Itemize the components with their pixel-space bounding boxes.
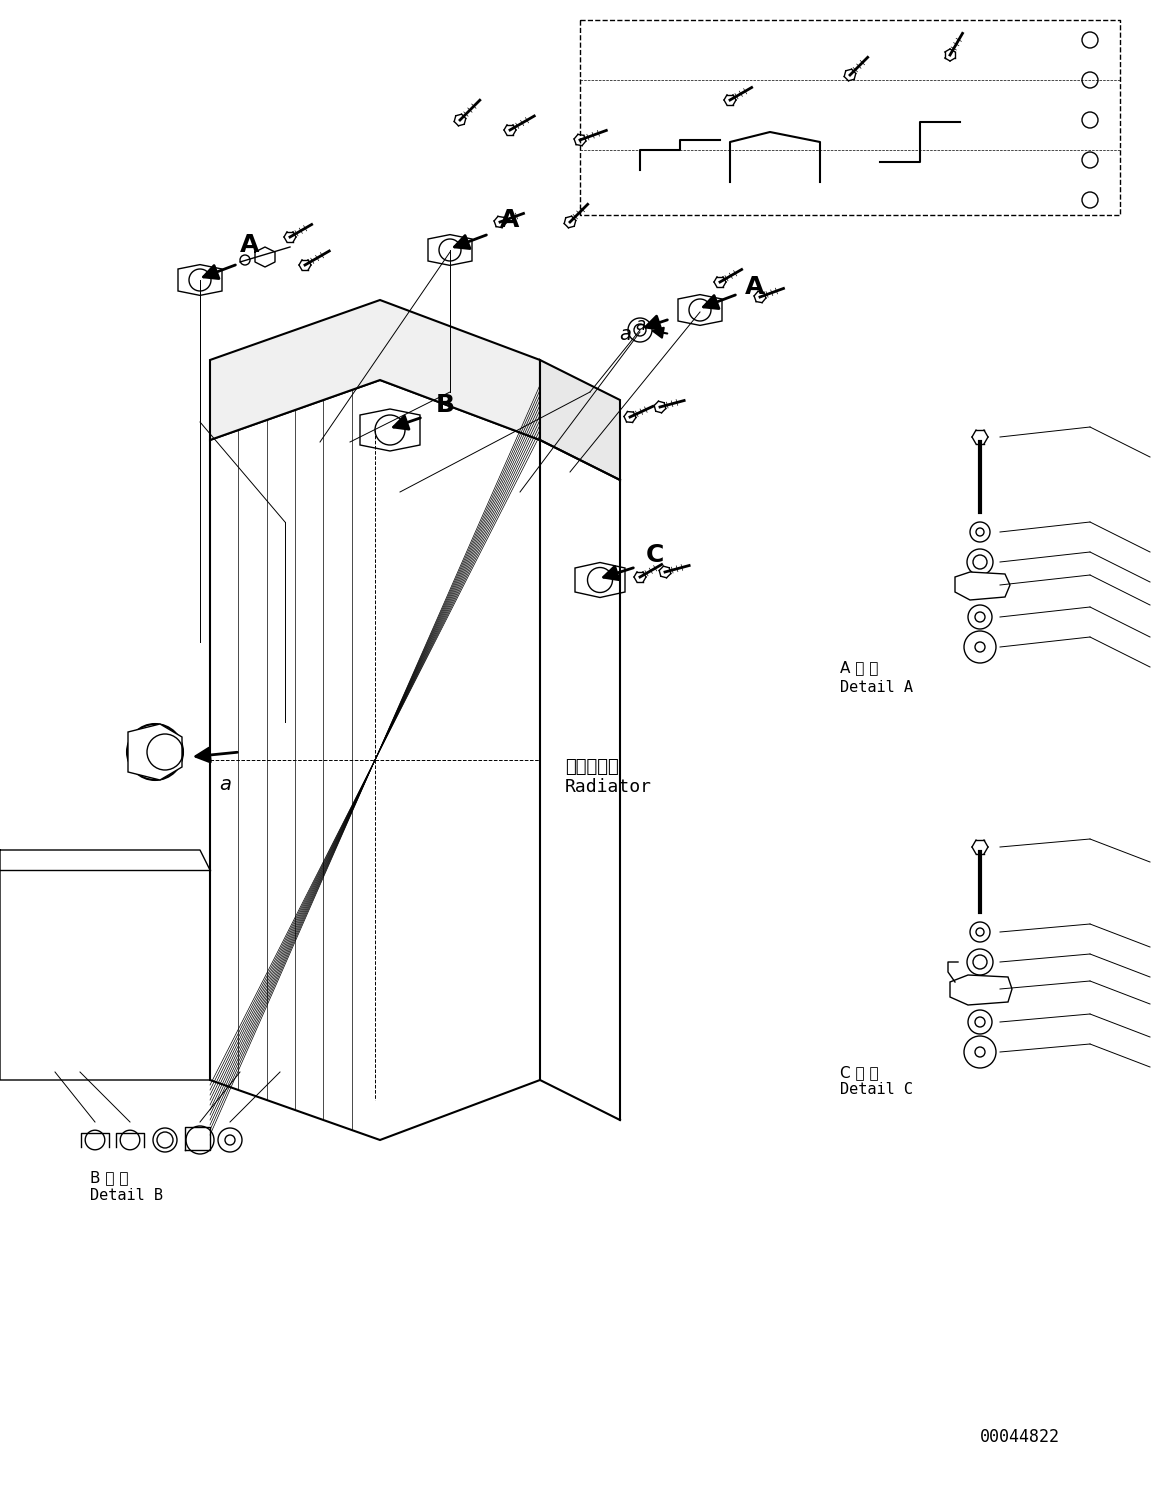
Polygon shape <box>950 974 1012 1006</box>
Text: a: a <box>219 774 231 794</box>
Polygon shape <box>540 360 620 480</box>
Text: B 詳 細: B 詳 細 <box>90 1170 128 1185</box>
Polygon shape <box>428 234 472 266</box>
Text: Detail B: Detail B <box>90 1188 163 1203</box>
Text: 00044822: 00044822 <box>980 1428 1059 1446</box>
Text: A: A <box>241 233 259 257</box>
Text: Radiator: Radiator <box>565 777 652 797</box>
Polygon shape <box>211 300 540 440</box>
Polygon shape <box>955 571 1009 600</box>
Text: C 詳 細: C 詳 細 <box>840 1065 878 1080</box>
Text: A: A <box>745 275 765 298</box>
Text: Detail A: Detail A <box>840 680 913 695</box>
Polygon shape <box>575 562 625 597</box>
Text: a: a <box>619 325 632 345</box>
Text: ラジェータ: ラジェータ <box>565 758 619 776</box>
Text: a: a <box>635 316 645 334</box>
Text: B: B <box>435 392 455 416</box>
Text: A 詳 細: A 詳 細 <box>840 659 878 674</box>
Polygon shape <box>361 409 420 451</box>
Polygon shape <box>178 264 222 295</box>
Text: Detail C: Detail C <box>840 1082 913 1097</box>
Polygon shape <box>678 294 722 325</box>
Text: C: C <box>645 543 664 567</box>
Polygon shape <box>211 380 540 1140</box>
Text: A: A <box>500 207 520 231</box>
Polygon shape <box>128 724 181 780</box>
